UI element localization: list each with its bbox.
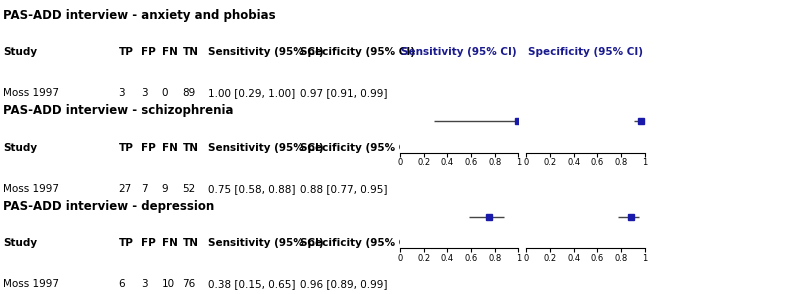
- Text: 0.96 [0.89, 0.99]: 0.96 [0.89, 0.99]: [300, 279, 387, 289]
- Text: TN: TN: [182, 143, 198, 153]
- Text: 3: 3: [141, 88, 147, 98]
- Text: TP: TP: [118, 47, 134, 57]
- Text: 0.38 [0.15, 0.65]: 0.38 [0.15, 0.65]: [208, 279, 295, 289]
- Text: FP: FP: [141, 238, 155, 248]
- Text: PAS-ADD interview - schizophrenia: PAS-ADD interview - schizophrenia: [3, 104, 234, 117]
- Text: TN: TN: [182, 47, 198, 57]
- Text: Study: Study: [3, 143, 38, 153]
- Text: 0: 0: [162, 88, 168, 98]
- Text: Specificity (95% CI): Specificity (95% CI): [300, 143, 415, 153]
- Text: Specificity (95% CI): Specificity (95% CI): [528, 143, 643, 153]
- Text: Specificity (95% CI): Specificity (95% CI): [528, 238, 643, 248]
- Text: Sensitivity (95% CI): Sensitivity (95% CI): [208, 238, 324, 248]
- Text: 3: 3: [141, 279, 147, 289]
- Text: Sensitivity (95% CI): Sensitivity (95% CI): [208, 143, 324, 153]
- Text: FN: FN: [162, 143, 178, 153]
- Text: Study: Study: [3, 238, 38, 248]
- Text: 10: 10: [162, 279, 174, 289]
- Text: Sensitivity (95% CI): Sensitivity (95% CI): [402, 238, 517, 248]
- Text: Moss 1997: Moss 1997: [3, 88, 59, 98]
- Text: Moss 1997: Moss 1997: [3, 184, 59, 194]
- Text: 89: 89: [182, 88, 196, 98]
- Text: Specificity (95% CI): Specificity (95% CI): [528, 47, 643, 57]
- Text: FN: FN: [162, 238, 178, 248]
- Text: 7: 7: [141, 184, 147, 194]
- Text: 0.75 [0.58, 0.88]: 0.75 [0.58, 0.88]: [208, 184, 295, 194]
- Text: 6: 6: [118, 279, 125, 289]
- Text: 0.88 [0.77, 0.95]: 0.88 [0.77, 0.95]: [300, 184, 387, 194]
- Text: Moss 1997: Moss 1997: [3, 279, 59, 289]
- Text: FN: FN: [162, 47, 178, 57]
- Text: PAS-ADD interview - anxiety and phobias: PAS-ADD interview - anxiety and phobias: [3, 9, 276, 22]
- Text: 9: 9: [162, 184, 168, 194]
- Text: 3: 3: [118, 88, 125, 98]
- Text: 1.00 [0.29, 1.00]: 1.00 [0.29, 1.00]: [208, 88, 295, 98]
- Text: TN: TN: [182, 238, 198, 248]
- Text: Specificity (95% CI): Specificity (95% CI): [300, 238, 415, 248]
- Text: 76: 76: [182, 279, 196, 289]
- Text: 27: 27: [118, 184, 132, 194]
- Text: Study: Study: [3, 47, 38, 57]
- Text: Sensitivity (95% CI): Sensitivity (95% CI): [402, 143, 517, 153]
- Text: 0.97 [0.91, 0.99]: 0.97 [0.91, 0.99]: [300, 88, 387, 98]
- Text: FP: FP: [141, 143, 155, 153]
- Text: Sensitivity (95% CI): Sensitivity (95% CI): [402, 47, 517, 57]
- Text: 52: 52: [182, 184, 196, 194]
- Text: TP: TP: [118, 238, 134, 248]
- Text: FP: FP: [141, 47, 155, 57]
- Text: Specificity (95% CI): Specificity (95% CI): [300, 47, 415, 57]
- Text: Sensitivity (95% CI): Sensitivity (95% CI): [208, 47, 324, 57]
- Text: TP: TP: [118, 143, 134, 153]
- Text: PAS-ADD interview - depression: PAS-ADD interview - depression: [3, 200, 214, 213]
